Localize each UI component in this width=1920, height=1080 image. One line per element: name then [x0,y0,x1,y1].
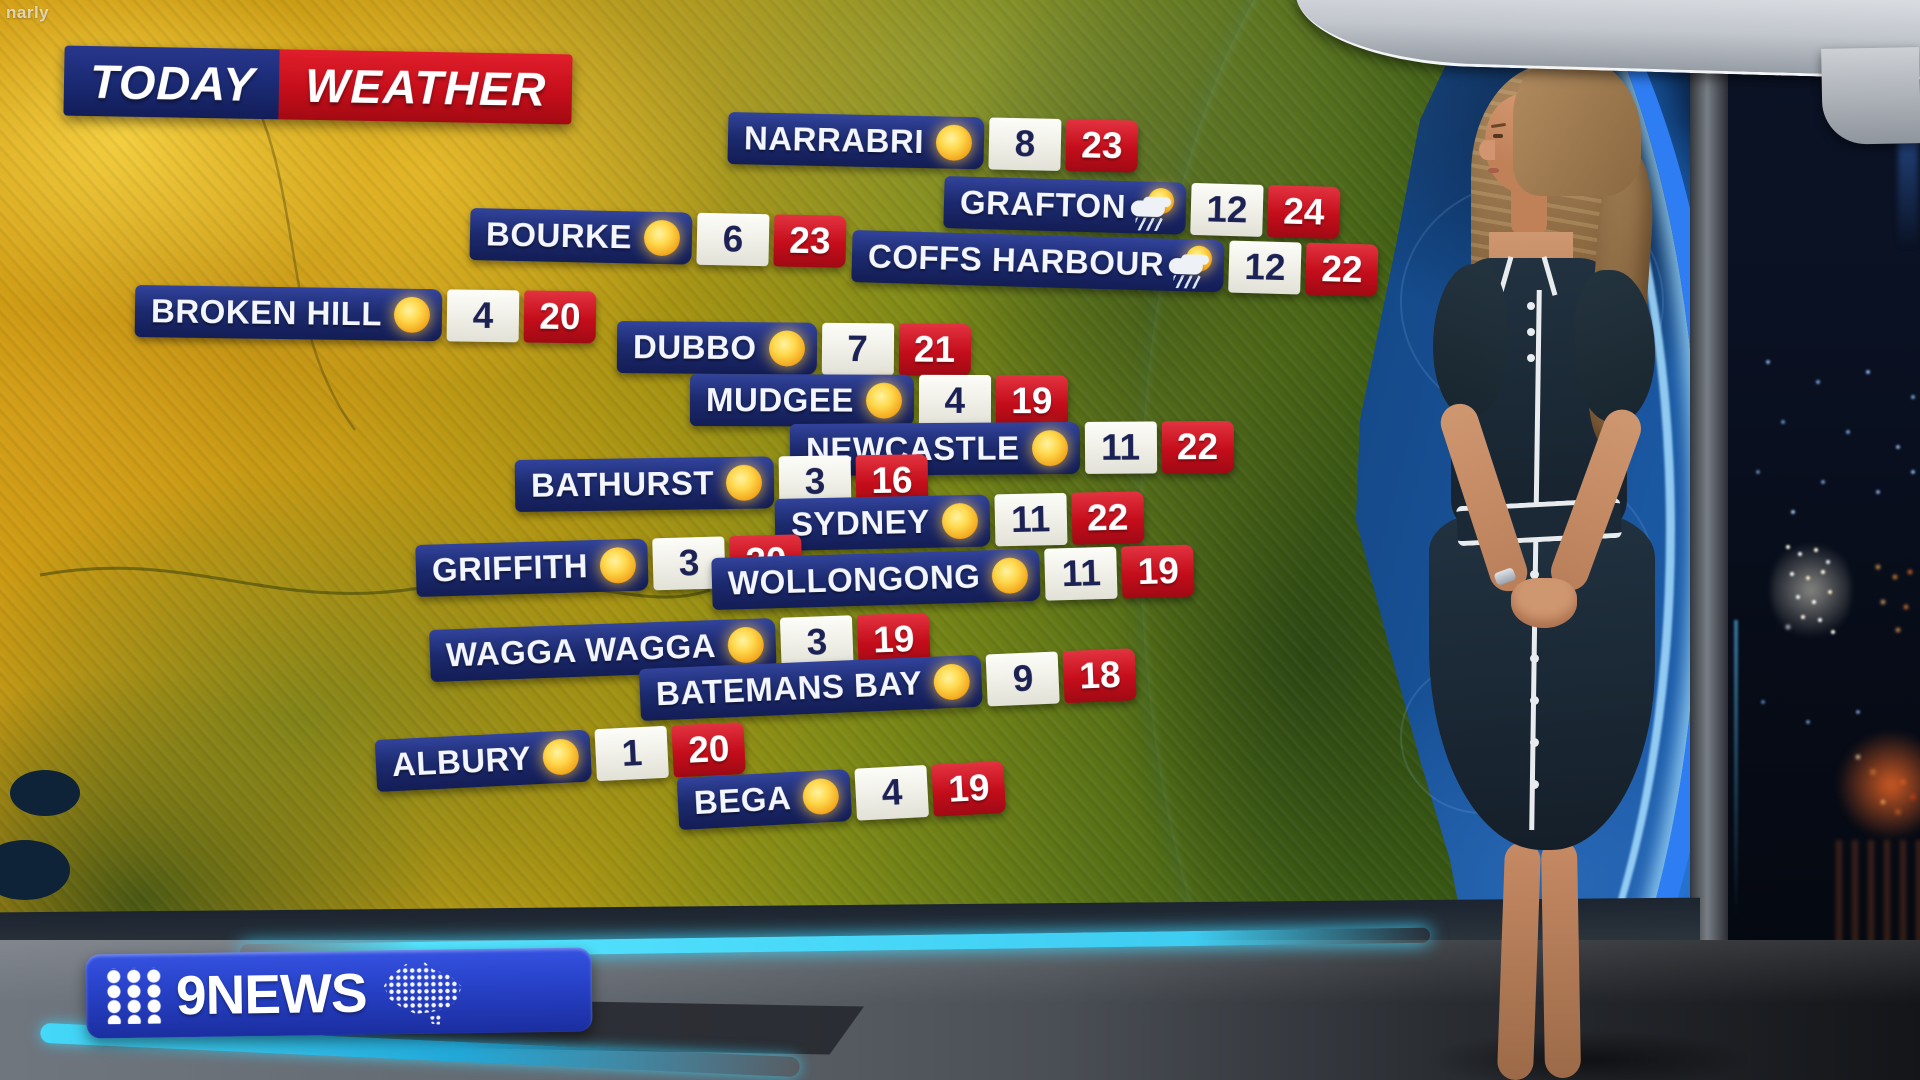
header-today-label: TODAY [89,54,256,111]
weather-row-narrabri: NARRABRI 8 23 [727,112,1139,173]
sunny-icon [992,557,1029,594]
max-temp: 19 [1121,544,1196,599]
min-temp: 9 [985,651,1061,707]
dress-buttons [1527,302,1535,310]
city-label: GRIFFITH [431,547,589,589]
sunny-icon [936,124,973,161]
presenter-hair-top [1513,54,1641,196]
city-label: BATHURST [530,464,715,504]
sunny-icon [727,626,764,663]
sunny-icon [644,220,681,257]
min-temp: 8 [988,117,1062,171]
nine-dots-icon [103,967,163,1025]
weather-presenter [1395,50,1785,1080]
river-lines [39,89,711,599]
watermark-text: narly [6,3,50,22]
sunny-icon [600,547,637,584]
presenter-dress-skirt [1429,510,1655,850]
header-weather-label: WEATHER [304,58,547,116]
rain-streaks [1173,274,1201,289]
sunny-icon [726,465,762,501]
city-light-glow-white [1771,535,1851,645]
sunny-icon [394,297,430,333]
city-label: MUDGEE [705,381,854,419]
min-temp: 4 [854,764,930,821]
min-temp: 11 [1044,546,1119,601]
min-temp: 12 [1190,182,1264,237]
presenter-leg [1540,839,1582,1079]
city-label: WOLLONGONG [727,557,981,602]
rain-streaks [1135,217,1163,232]
sunny-icon [768,330,804,366]
logo-text: 9NEWS [175,961,368,1027]
weather-row-grafton: GRAFTON 12 24 [943,176,1341,240]
min-temp: 7 [821,322,894,376]
min-temp: 4 [918,374,991,428]
lake-patch [10,770,80,816]
max-temp: 21 [898,323,971,377]
min-temp: 6 [696,212,770,267]
presenter-hands [1511,578,1577,628]
weather-row-bourke: BOURKE 6 23 [469,208,847,268]
city-label: BEGA [692,779,793,822]
city-label: ALBURY [391,739,532,784]
australia-mainland-dots [380,959,467,1024]
channel-logo-9news: 9NEWS [85,947,593,1039]
lake-patch [0,840,70,900]
presenter-eyebrow [1490,122,1507,129]
city-label: GRAFTON [959,183,1127,226]
sunny-icon [933,663,970,700]
city-label: BOURKE [485,215,633,256]
sunny-icon [1031,430,1067,466]
max-temp: 23 [773,214,847,268]
australia-dots-icon [380,959,467,1024]
min-temp: 4 [446,289,520,343]
max-temp: 19 [931,760,1007,817]
city-label: SYDNEY [790,502,931,543]
presenter-sleeve [1575,270,1655,422]
min-temp: 1 [594,725,670,782]
shower-icon [1135,189,1174,232]
city-label: DUBBO [632,328,757,367]
max-temp: 22 [1071,491,1145,545]
presenter-eye [1493,134,1503,138]
studio-ceiling-corner [1821,47,1920,145]
city-label: COFFS HARBOUR [867,237,1165,283]
max-temp: 22 [1305,242,1379,297]
header-weather-box: WEATHER [278,49,573,125]
screen-side-frame [1690,0,1728,950]
weather-row-broken-hill: BROKEN HILL 4 20 [134,285,597,344]
presenter-sleeve [1433,264,1507,416]
header-banner: TODAY WEATHER [63,45,573,125]
max-temp: 19 [995,375,1068,428]
weather-row-dubbo: DUBBO 7 21 [616,321,971,377]
max-temp: 22 [1161,420,1234,474]
min-temp: 11 [1084,421,1157,474]
dress-skirt-buttons [1530,570,1539,579]
max-temp: 24 [1267,185,1341,240]
tasmania-dots [429,1015,442,1025]
max-temp: 18 [1062,648,1138,704]
min-temp: 12 [1228,240,1302,295]
shower-icon [1173,247,1213,289]
sunny-icon [866,383,902,419]
sunny-icon [941,503,978,540]
sunny-icon [802,778,840,816]
city-label: NARRABRI [743,119,925,161]
sunny-icon [542,738,580,776]
presenter-shadow [1425,1030,1755,1080]
weather-row-sydney: SYDNEY 11 22 [774,491,1145,551]
header-today-box: TODAY [63,45,282,120]
min-temp: 11 [994,492,1068,547]
weather-row-mudgee: MUDGEE 4 19 [689,374,1068,428]
studio-wall-window [1726,0,1920,1080]
city-label: BATEMANS BAY [655,664,923,713]
max-temp: 20 [671,721,747,778]
city-light-glow-orange [1836,730,1920,840]
city-label: BROKEN HILL [150,292,383,333]
cyan-lamp-strip [1734,620,1738,920]
max-temp: 23 [1065,119,1139,173]
max-temp: 20 [523,290,597,344]
